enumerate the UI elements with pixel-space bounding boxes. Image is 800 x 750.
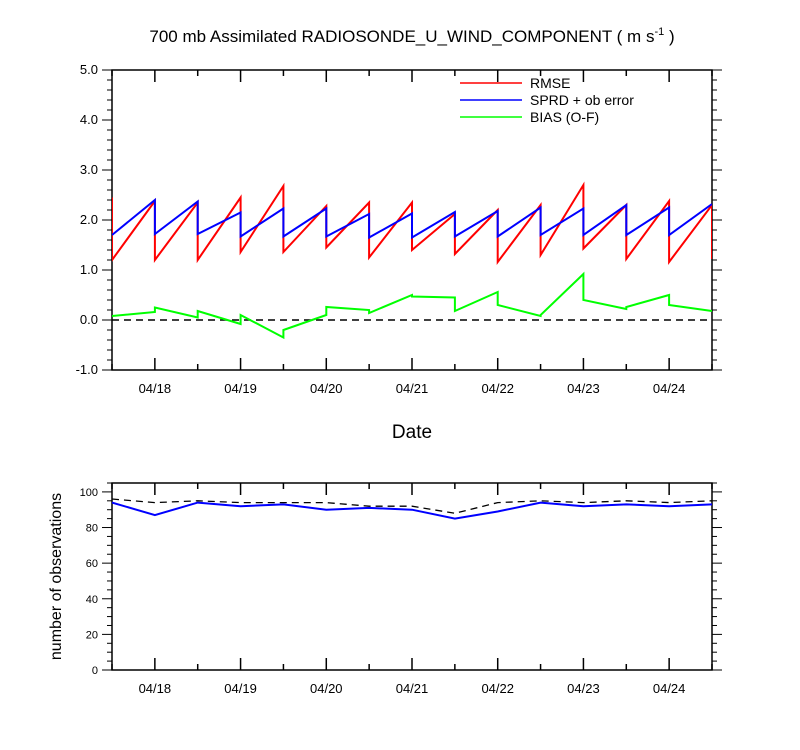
x-tick-label: 04/20: [310, 381, 343, 396]
y-tick-label: 4.0: [80, 112, 98, 127]
x-tick-label: 04/20: [310, 681, 343, 696]
series-line-used-observations: [112, 501, 712, 520]
chart-title-end: ): [664, 27, 674, 46]
bottom-chart: 04/18 04/19 04/20 04/21 04/22 04/23 04/24 0 20 40…: [48, 482, 722, 696]
chart-title-main: 700 mb Assimilated RADIOSONDE_U_WIND_COM…: [149, 27, 654, 46]
y-axis-label: number of observations: [48, 493, 65, 660]
legend-label: BIAS (O-F): [530, 109, 599, 125]
y-tick-label: 100: [80, 487, 98, 499]
series-line-total-observations: [112, 498, 712, 514]
x-tick-label: 04/22: [481, 381, 514, 396]
x-tick-label: 04/24: [653, 681, 686, 696]
x-tick-label: 04/18: [139, 381, 172, 396]
x-tick-label: 04/19: [224, 681, 257, 696]
legend-label: SPRD + ob error: [530, 92, 634, 108]
series-line-bias-o-f: [112, 271, 712, 340]
plot-frame: [111, 482, 713, 671]
x-tick-label: 04/19: [224, 381, 257, 396]
legend-label: RMSE: [530, 75, 570, 91]
y-tick-label: 60: [86, 558, 98, 570]
y-tick-label: 20: [86, 629, 98, 641]
y-tick-label: 5.0: [80, 62, 98, 77]
y-tick-label: 0: [92, 665, 98, 677]
y-tick-label: -1.0: [76, 362, 98, 377]
x-tick-label: 04/21: [396, 381, 429, 396]
chart-title: 700 mb Assimilated RADIOSONDE_U_WIND_COM…: [149, 26, 674, 46]
y-tick-label: 40: [86, 594, 98, 606]
x-tick-label: 04/22: [481, 681, 514, 696]
series-group: [112, 498, 712, 520]
series-group: [112, 181, 712, 340]
x-tick-label: 04/21: [396, 681, 429, 696]
chart-title-superscript: -1: [654, 26, 664, 38]
x-tick-label: 04/23: [567, 381, 600, 396]
y-tick-label: 2.0: [80, 212, 98, 227]
y-tick-label: 1.0: [80, 262, 98, 277]
x-tick-label: 04/23: [567, 681, 600, 696]
y-tick-label: 80: [86, 523, 98, 535]
y-tick-label: 0.0: [80, 312, 98, 327]
x-axis-label: Date: [392, 422, 432, 443]
y-tick-label: 3.0: [80, 162, 98, 177]
x-tick-label: 04/24: [653, 381, 686, 396]
x-tick-label: 04/18: [139, 681, 172, 696]
series-line-sprd-ob-error: [112, 197, 712, 240]
top-chart: 04/18 04/19 04/20 04/21 04/22 04/23 04/24 -1.0 0…: [76, 26, 722, 443]
